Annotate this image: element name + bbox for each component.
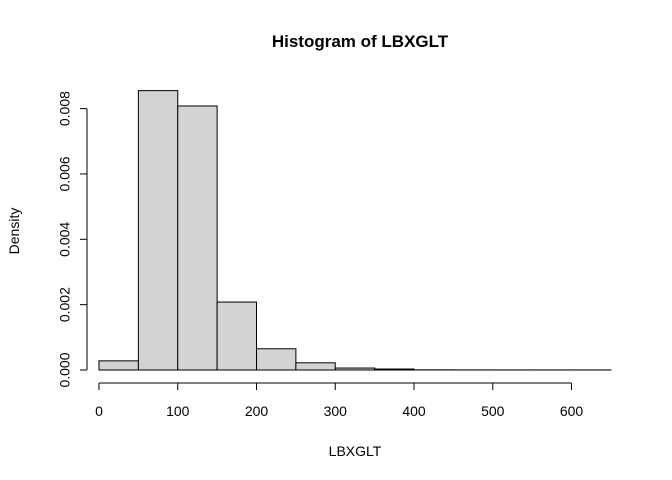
x-tick-label: 400	[402, 403, 426, 419]
y-tick-label: 0.008	[57, 91, 73, 126]
x-tick-label: 500	[481, 403, 505, 419]
x-axis-label: LBXGLT	[329, 443, 382, 459]
histogram-bar	[374, 368, 415, 371]
y-tick-label: 0.002	[57, 287, 73, 322]
histogram-bar	[216, 301, 258, 371]
y-axis-label: Density	[6, 208, 22, 255]
histogram-bars	[98, 90, 612, 371]
x-tick-label: 100	[166, 403, 190, 419]
x-tick-label: 0	[95, 403, 103, 419]
histogram-bar	[177, 105, 218, 371]
histogram-bar	[98, 360, 139, 371]
histogram-bar	[295, 362, 336, 371]
y-axis: 0.000 0.002 0.004 0.006 0.008	[57, 91, 88, 388]
histogram-bar	[256, 348, 297, 371]
x-tick-label: 200	[245, 403, 269, 419]
y-tick-label: 0.000	[57, 352, 73, 387]
y-tick-label: 0.006	[57, 156, 73, 191]
x-tick-label: 300	[324, 403, 348, 419]
x-tick-label: 600	[560, 403, 584, 419]
y-tick-label: 0.004	[57, 222, 73, 257]
histogram-bar	[334, 367, 376, 371]
histogram-bar	[137, 90, 179, 371]
chart-title: Histogram of LBXGLT	[272, 32, 449, 51]
x-axis: 0 100 200 300 400 500 600	[95, 382, 584, 419]
